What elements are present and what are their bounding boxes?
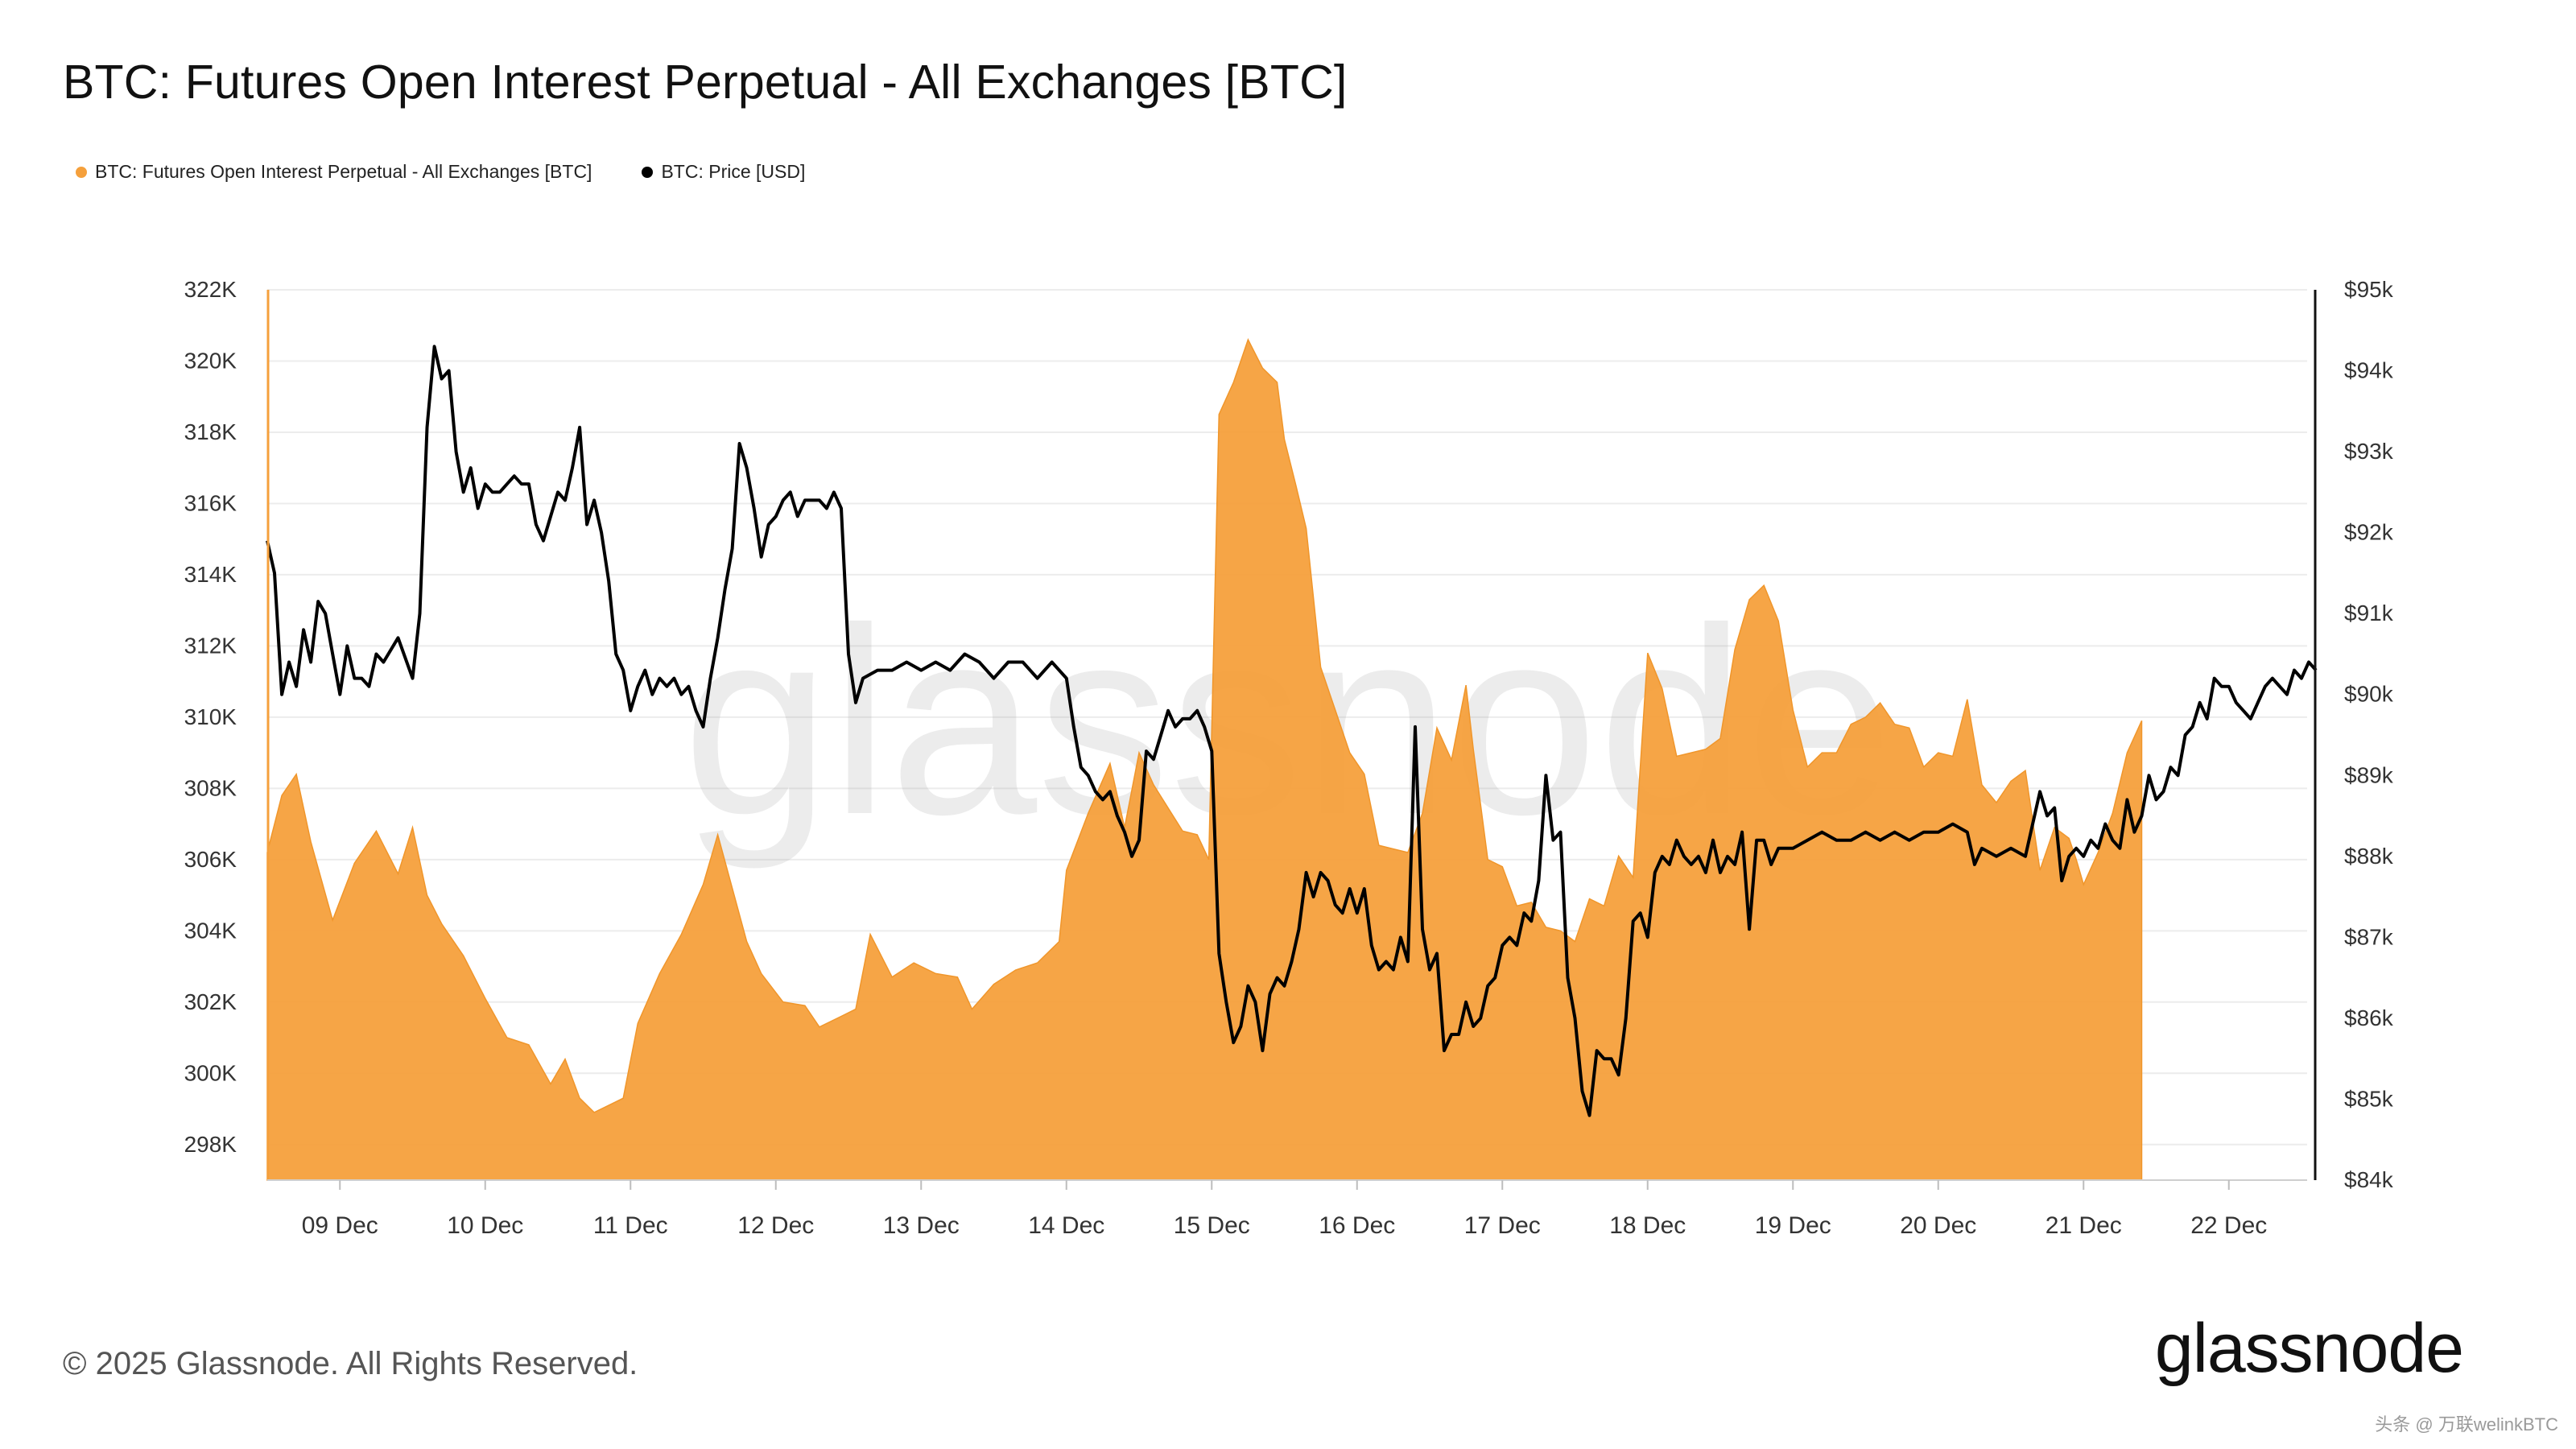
left-axis: 322K 320K 318K 316K 314K 312K 310K 308K 306K 304K… (184, 277, 270, 1180)
right-tick-label: $84k (2344, 1167, 2394, 1192)
right-tick-label: $93k (2344, 439, 2394, 464)
x-tick-label: 18 Dec (1609, 1212, 1686, 1239)
left-tick-label: 304K (184, 918, 237, 943)
right-tick-label: $92k (2344, 520, 2394, 545)
left-tick-label: 314K (184, 562, 237, 587)
left-tick-label: 316K (184, 490, 237, 515)
left-tick-label: 298K (184, 1132, 237, 1157)
x-tick-label: 11 Dec (593, 1212, 668, 1239)
left-tick-label: 306K (184, 847, 237, 872)
right-tick-label: $88k (2344, 844, 2394, 869)
x-tick-label: 19 Dec (1755, 1212, 1831, 1239)
right-tick-label: $94k (2344, 358, 2394, 383)
legend-label-open-interest: BTC: Futures Open Interest Perpetual - A… (95, 161, 592, 182)
price-series (266, 345, 2318, 1117)
legend-swatch-open-interest (76, 166, 87, 178)
left-tick-label: 320K (184, 348, 237, 373)
right-tick-label: $86k (2344, 1005, 2394, 1030)
x-tick-label: 14 Dec (1028, 1212, 1104, 1239)
left-tick-label: 312K (184, 633, 237, 658)
right-tick-label: $85k (2344, 1086, 2394, 1111)
x-tick-label: 13 Dec (883, 1212, 960, 1239)
open-interest-area (266, 337, 2143, 1181)
right-tick-label: $87k (2344, 924, 2394, 949)
x-axis: 09 Dec 10 Dec 11 Dec 12 Dec 13 Dec 14 Dec 15 D… (267, 1179, 2307, 1239)
x-tick-label: 20 Dec (1900, 1212, 1976, 1239)
right-axis: $95k $94k $93k $92k $91k $90k $89k $88k $87k $86k… (2314, 277, 2394, 1192)
x-tick-label: 22 Dec (2190, 1212, 2267, 1239)
x-tick-label: 10 Dec (447, 1212, 523, 1239)
copyright-footer: © 2025 Glassnode. All Rights Reserved. (63, 1346, 638, 1381)
left-tick-label: 308K (184, 775, 237, 800)
legend-swatch-price (642, 166, 654, 178)
left-tick-label: 300K (184, 1060, 237, 1085)
x-tick-label: 15 Dec (1174, 1212, 1250, 1239)
left-tick-label: 302K (184, 989, 237, 1014)
left-tick-label: 310K (184, 704, 237, 729)
x-tick-label: 16 Dec (1319, 1212, 1395, 1239)
x-tick-label: 17 Dec (1464, 1212, 1541, 1239)
chart-legend: BTC: Futures Open Interest Perpetual - A… (76, 161, 805, 183)
chart-title: BTC: Futures Open Interest Perpetual - A… (63, 56, 1348, 109)
right-tick-label: $90k (2344, 682, 2394, 707)
glassnode-logo[interactable]: glassnode (2154, 1310, 2464, 1387)
right-tick-label: $91k (2344, 601, 2394, 625)
x-tick-label: 12 Dec (737, 1212, 814, 1239)
left-tick-label: 318K (184, 419, 237, 444)
x-tick-label: 09 Dec (302, 1212, 378, 1239)
right-tick-label: $95k (2344, 277, 2394, 302)
legend-item-open-interest[interactable]: BTC: Futures Open Interest Perpetual - A… (76, 161, 592, 183)
right-tick-label: $89k (2344, 762, 2394, 787)
open-interest-series (266, 337, 2143, 1181)
price-line (266, 345, 2318, 1117)
source-watermark: 头条 @ 万联welinkBTC (2375, 1414, 2558, 1435)
legend-label-price: BTC: Price [USD] (661, 161, 806, 182)
left-tick-label: 322K (184, 277, 237, 302)
legend-item-price[interactable]: BTC: Price [USD] (642, 161, 805, 183)
x-tick-label: 21 Dec (2046, 1212, 2122, 1239)
